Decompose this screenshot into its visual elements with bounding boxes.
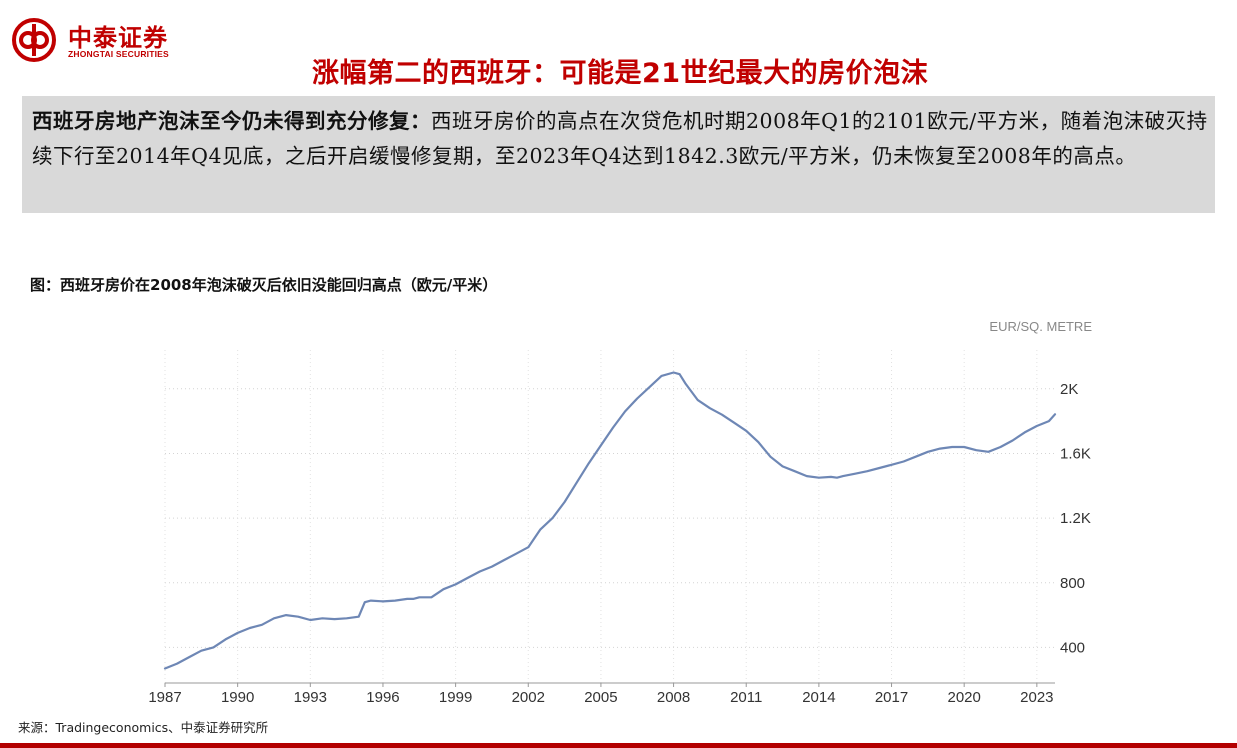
x-tick-label: 2011 <box>730 689 762 706</box>
brand-logo: 中泰证券 ZHONGTAI SECURITIES <box>12 16 212 66</box>
x-axis-ticks: 1987 1990 1993 1996 1999 2002 2005 2008 2011 2014… <box>148 689 1053 706</box>
x-tick-label: 1999 <box>439 689 472 706</box>
page-title: 涨幅第二的西班牙：可能是21世纪最大的房价泡沫 <box>312 58 929 89</box>
brand-name-cn: 中泰证券 <box>68 24 168 52</box>
x-tick-label: 2014 <box>802 689 835 706</box>
y-axis-ticks: 400 800 1.2K 1.6K 2K <box>1060 381 1091 657</box>
y-axis-unit-label: EUR/SQ. METRE <box>989 319 1092 334</box>
source-note: 来源：Tradingeconomics、中泰证券研究所 <box>18 720 269 735</box>
summary-lead: 西班牙房地产泡沫至今仍未得到充分修复： <box>32 109 431 133</box>
y-tick-label: 800 <box>1060 575 1085 592</box>
x-tick-label: 2005 <box>584 689 617 706</box>
x-tick-label: 1987 <box>148 689 181 706</box>
chart-grid <box>164 350 1055 683</box>
y-tick-label: 1.6K <box>1060 445 1091 462</box>
x-tick-label: 1993 <box>294 689 327 706</box>
x-tick-label: 2008 <box>657 689 690 706</box>
figure-title: 图：西班牙房价在2008年泡沫破灭后依旧没能回归高点（欧元/平米） <box>30 276 498 294</box>
zhongtai-logo-icon <box>12 18 56 62</box>
x-tick-label: 2020 <box>947 689 980 706</box>
y-tick-label: 400 <box>1060 639 1085 656</box>
x-tick-label: 2017 <box>875 689 908 706</box>
x-tick-label: 1990 <box>221 689 254 706</box>
brand-name-en: ZHONGTAI SECURITIES <box>68 49 169 59</box>
bottom-accent-bar <box>0 743 1237 748</box>
y-tick-label: 2K <box>1060 381 1078 398</box>
x-tick-label: 2023 <box>1020 689 1053 706</box>
x-tick-label: 2002 <box>512 689 545 706</box>
summary-text: 西班牙房地产泡沫至今仍未得到充分修复：西班牙房价的高点在次贷危机时期2008年Q… <box>32 104 1212 174</box>
x-tick-label: 1996 <box>366 689 399 706</box>
chart-axes <box>164 682 1055 687</box>
summary-box: 西班牙房地产泡沫至今仍未得到充分修复：西班牙房价的高点在次贷危机时期2008年Q… <box>22 96 1215 213</box>
y-tick-label: 1.2K <box>1060 510 1091 527</box>
summary-body: 西班牙房价的高点在次贷危机时期2008年Q1的2101欧元/平方米，随着泡沫破灭… <box>32 109 1208 168</box>
series-line-spain-house-price <box>163 371 1057 670</box>
